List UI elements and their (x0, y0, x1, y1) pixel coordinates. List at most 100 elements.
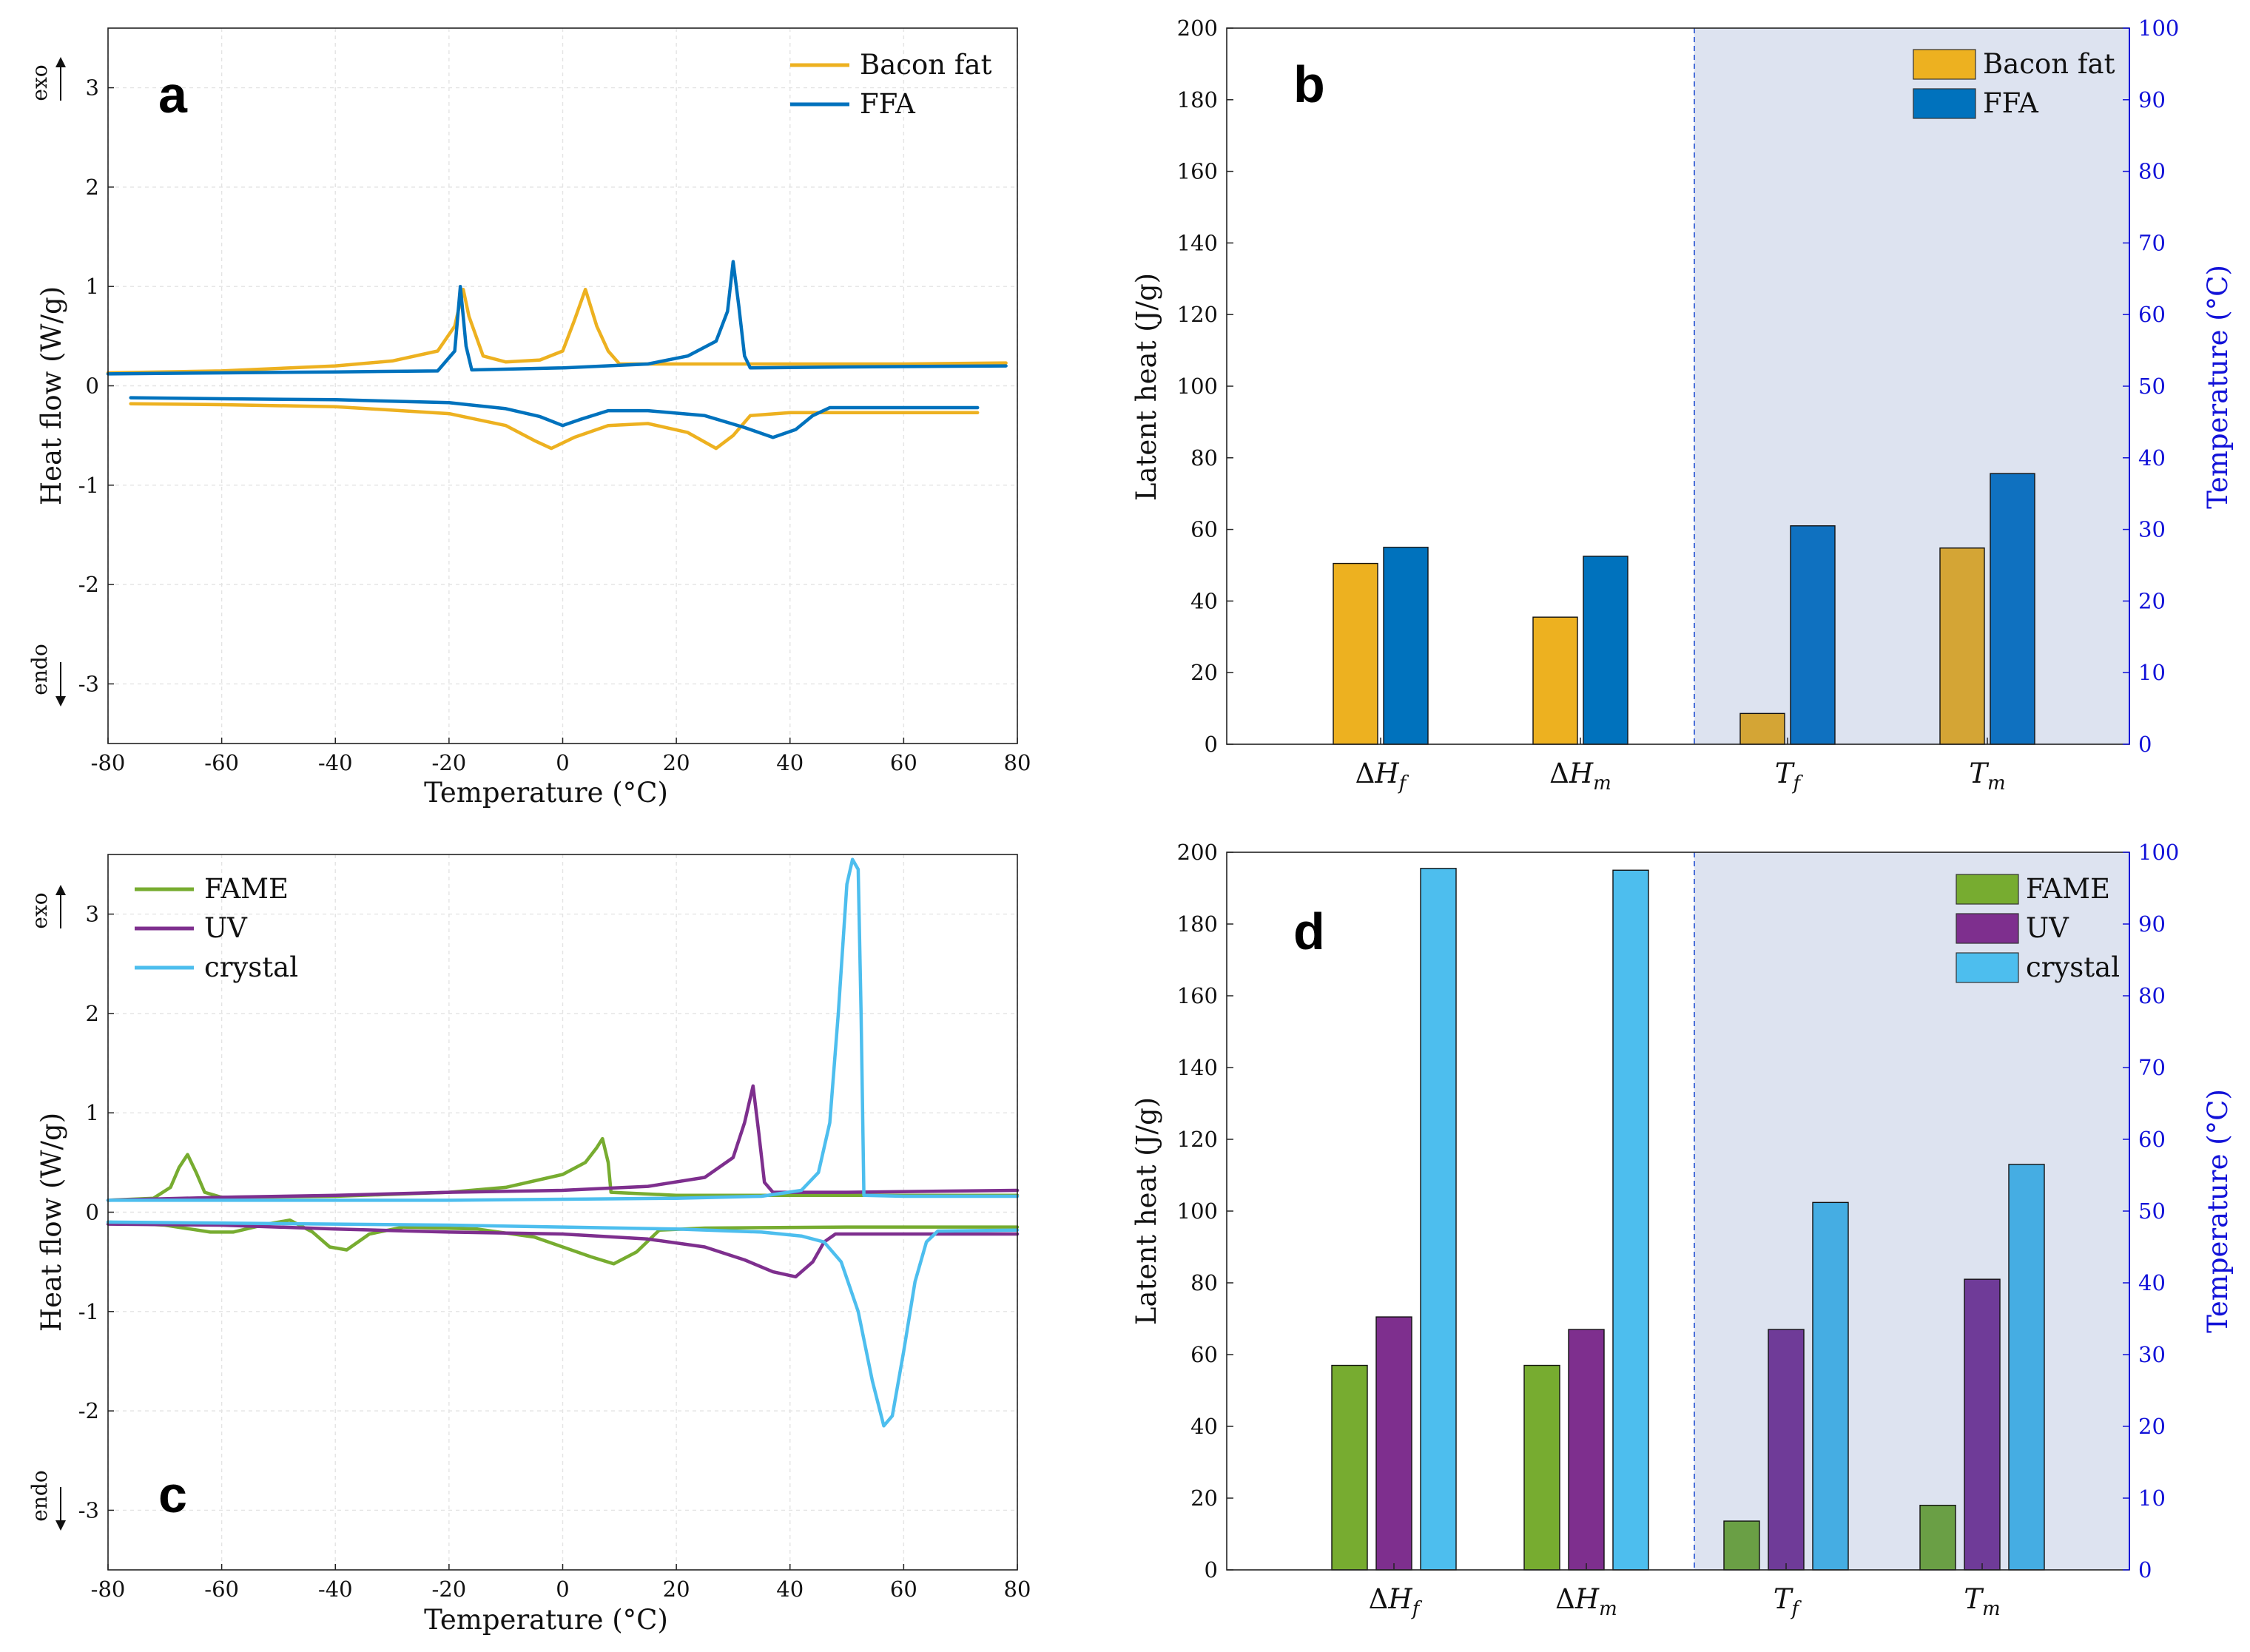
curve-crystal-cooling (106, 857, 1020, 1202)
legend-label-bacon-fat: Bacon fat (860, 49, 992, 81)
panel-d-temperature-region (1694, 852, 2129, 1570)
x-tick-label: -40 (318, 1577, 353, 1602)
bar-crystal-t-f (1812, 1201, 1849, 1571)
panel-c-label: c (158, 1466, 187, 1523)
panel-a-exo-label: exo (27, 64, 52, 101)
panel-d-bars (1331, 868, 2045, 1571)
right-tick-label: 100 (2138, 16, 2179, 41)
left-tick-label: 140 (1177, 230, 1218, 255)
bar-ffa-t-m (1990, 473, 2035, 745)
panel-a-curves (106, 260, 1008, 451)
panel-b-category-labels: ΔHf ΔHm Tf Tm (1355, 738, 2006, 795)
right-tick-label: 0 (2138, 732, 2152, 757)
bar-uv-h-f (1375, 1316, 1412, 1571)
panel-d-y-axis-label: Latent heat (J/g) (1131, 1097, 1162, 1325)
y-tick-label: 3 (86, 75, 99, 101)
left-tick-label: 120 (1177, 1127, 1218, 1152)
legend-label-uv: UV (2026, 912, 2069, 944)
y-tick-label: 1 (86, 274, 99, 299)
panel-d-legend: FAME UV crystal (1956, 873, 2120, 983)
legend-label-ffa: FFA (860, 88, 916, 120)
panel-a-endo-label: endo (27, 644, 52, 695)
panel-d-category-labels: ΔHf ΔHm Tf Tm (1369, 1563, 2001, 1620)
panel-b-bar-chart: 0 20 40 60 80 100 120 140 160 180 200 0 10 20 30 40 50 6… (1131, 16, 2234, 795)
bar-bacon-fat-h-f (1333, 562, 1378, 745)
left-tick-label: 100 (1177, 374, 1218, 399)
panel-a-dsc-chart: -80 -60 -40 -20 0 20 40 60 80 -3 -2 -1 0 1 2 3 Tempera… (27, 27, 1031, 809)
right-tick-label: 30 (2138, 1342, 2166, 1367)
curve-ffa-heating (129, 396, 980, 439)
right-tick-label: 30 (2138, 517, 2166, 542)
bar-uv-t-m (1964, 1278, 2001, 1571)
x-tick-label: 60 (890, 1577, 917, 1602)
y-tick-label: -2 (78, 572, 99, 597)
panel-a-grid (107, 28, 1018, 744)
x-tick-label: 0 (556, 1577, 569, 1602)
curve-bacon-fat-cooling (106, 287, 1008, 375)
panel-c-endo-label: endo (27, 1470, 52, 1521)
panel-c-y-ticks: -3 -2 -1 0 1 2 3 (78, 902, 114, 1523)
right-tick-label: 80 (2138, 983, 2166, 1008)
panel-d-bar-chart: 0 20 40 60 80 100 120 140 160 180 200 0 10 20 30 40 50 6… (1131, 840, 2234, 1620)
x-tick-label: -80 (91, 750, 126, 775)
legend-swatch-bacon-fat (1913, 49, 1976, 80)
panel-c-curves (106, 857, 1020, 1428)
y-tick-label: -3 (78, 671, 99, 696)
x-tick-label: 0 (556, 750, 569, 775)
legend-swatch-fame (1956, 874, 2019, 905)
bar-crystal-h-f (1420, 868, 1457, 1571)
bar-ffa-h-m (1583, 556, 1628, 745)
right-tick-label: 0 (2138, 1557, 2152, 1582)
panel-c-x-axis-label: Temperature (°C) (424, 1604, 668, 1636)
left-tick-label: 40 (1190, 588, 1218, 613)
bar-fame-t-f (1723, 1520, 1760, 1571)
right-tick-label: 100 (2138, 840, 2179, 865)
y-tick-label: 0 (86, 1200, 99, 1225)
category-label-h-m: ΔHm (1555, 1583, 1617, 1620)
right-tick-label: 70 (2138, 1055, 2166, 1080)
panel-c-exo-indicator: exo (27, 885, 66, 929)
panel-d-right-ticks: 0 10 20 30 40 50 60 70 80 90 100 (2123, 840, 2179, 1582)
left-tick-label: 160 (1177, 983, 1218, 1008)
left-tick-label: 100 (1177, 1198, 1218, 1224)
x-tick-label: -60 (204, 1577, 239, 1602)
panel-c-endo-indicator: endo (27, 1470, 66, 1531)
panel-c-exo-label: exo (27, 892, 52, 928)
right-tick-label: 40 (2138, 445, 2166, 471)
left-tick-label: 80 (1190, 445, 1218, 471)
x-tick-label: 80 (1004, 1577, 1031, 1602)
x-tick-label: -80 (91, 1577, 126, 1602)
legend-label-fame: FAME (2026, 873, 2110, 905)
panel-b-y2-axis-label: Temperature (°C) (2202, 265, 2234, 509)
left-tick-label: 140 (1177, 1055, 1218, 1080)
curve-ffa-cooling (106, 260, 1008, 376)
bar-crystal-t-m (2008, 1164, 2045, 1571)
x-tick-label: -20 (432, 750, 467, 775)
x-tick-label: 80 (1004, 750, 1031, 775)
legend-label-ffa: FFA (1983, 87, 2039, 119)
right-tick-label: 50 (2138, 374, 2166, 399)
left-tick-label: 0 (1205, 732, 1218, 757)
x-tick-label: 20 (663, 1577, 690, 1602)
curve-crystal-heating (106, 1220, 1020, 1428)
category-label-h-f: ΔHf (1355, 758, 1409, 795)
panel-b-temperature-region (1694, 28, 2129, 744)
legend-swatch-uv (1956, 913, 2019, 944)
right-tick-label: 60 (2138, 1127, 2166, 1152)
left-tick-label: 20 (1190, 1486, 1218, 1511)
bar-bacon-fat-t-m (1939, 547, 1985, 745)
bar-ffa-h-f (1383, 547, 1429, 745)
x-tick-label: 40 (776, 1577, 804, 1602)
y-tick-label: -1 (78, 1299, 99, 1324)
legend-swatch-ffa (1913, 88, 1976, 119)
bar-uv-t-f (1768, 1329, 1805, 1571)
y-tick-label: -3 (78, 1497, 99, 1523)
curve-fame-heating (106, 1218, 1020, 1266)
curve-uv-heating (106, 1222, 1020, 1279)
bar-fame-t-m (1919, 1504, 1956, 1571)
panel-a-label: a (158, 66, 188, 124)
left-tick-label: 160 (1177, 159, 1218, 184)
x-tick-label: -20 (432, 1577, 467, 1602)
panel-b-bars (1333, 473, 2035, 745)
panel-c-legend: FAME UV crystal (135, 873, 298, 983)
